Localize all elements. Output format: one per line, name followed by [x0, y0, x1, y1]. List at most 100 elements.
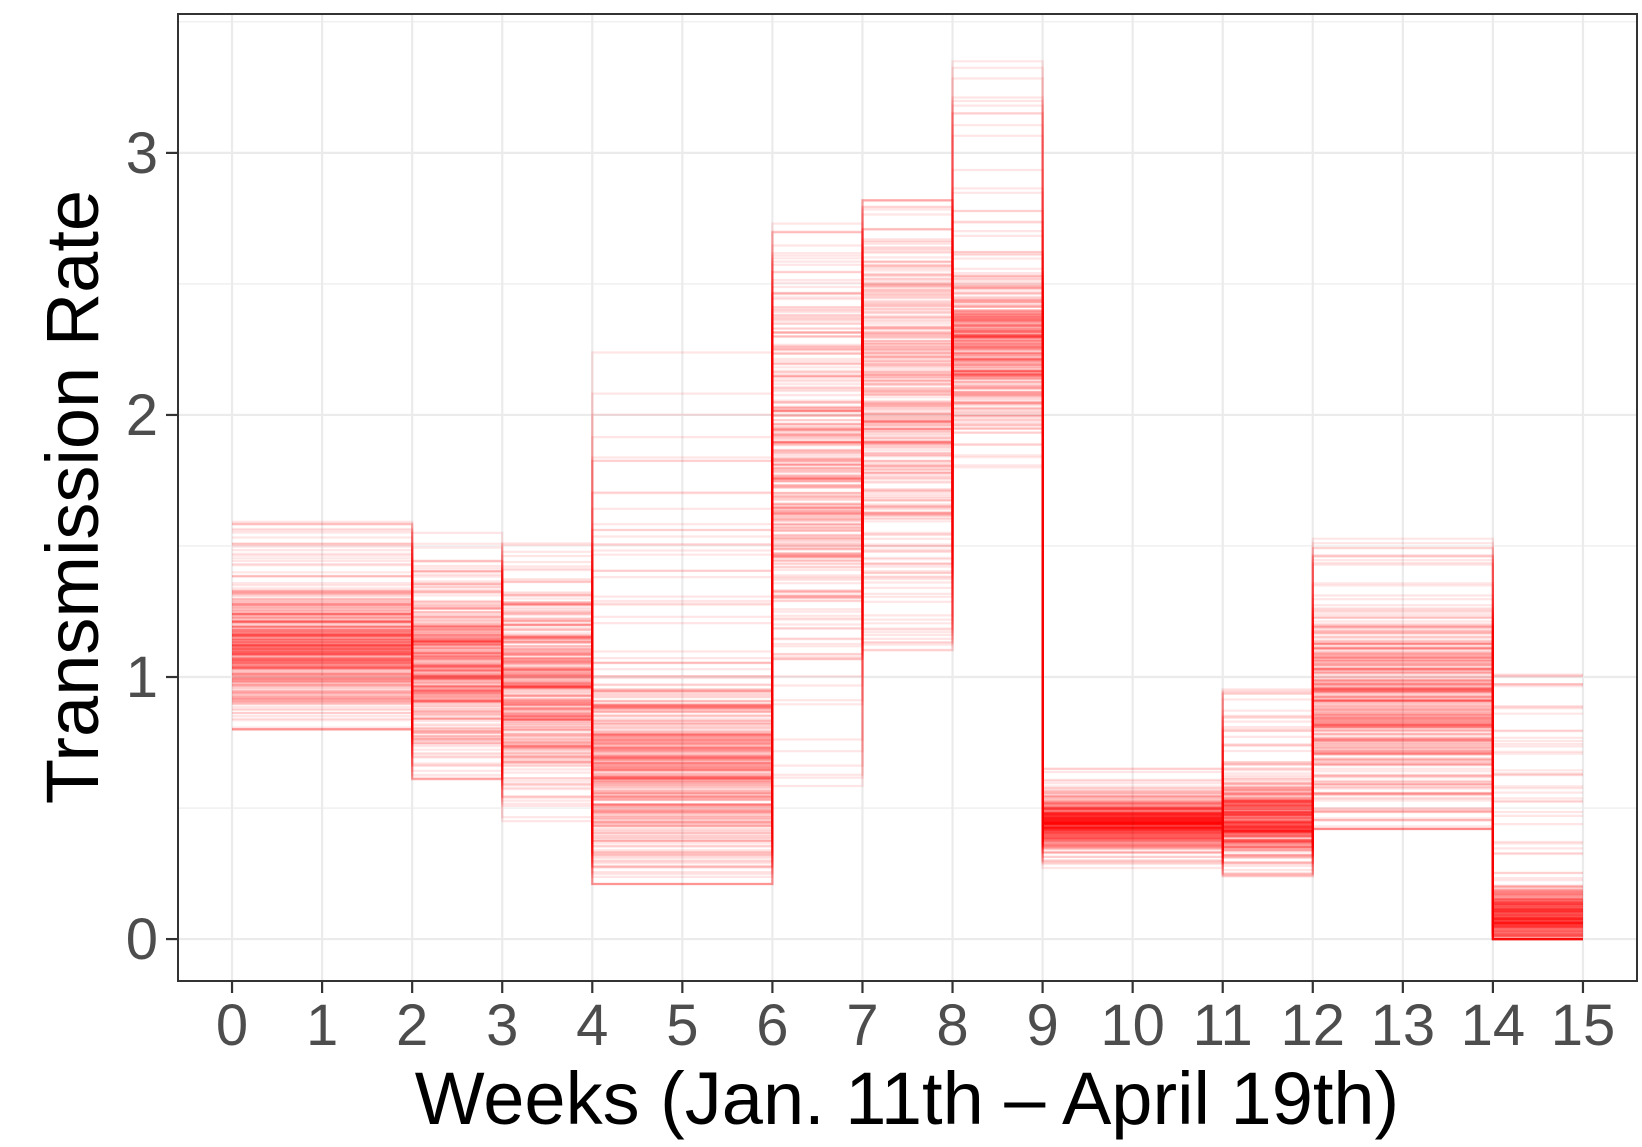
trajectory-line	[232, 415, 1583, 925]
trajectory-line	[232, 340, 1583, 904]
trajectory-line	[232, 319, 1583, 921]
x-tick-label: 5	[666, 993, 698, 1058]
trajectory-line	[232, 239, 1583, 899]
trajectory-line	[232, 345, 1583, 928]
trajectory-line	[232, 351, 1583, 880]
trajectory-line	[232, 230, 1583, 926]
trajectory-line	[232, 324, 1583, 928]
trajectory-line	[232, 387, 1583, 941]
trajectory-line	[232, 311, 1583, 895]
trajectory-line	[232, 393, 1583, 830]
trajectory-line	[232, 331, 1583, 910]
trajectory-line	[232, 267, 1583, 920]
trajectory-line	[232, 402, 1583, 923]
x-tick-label: 11	[1193, 993, 1253, 1058]
grid	[178, 14, 1637, 981]
trajectory-line	[232, 77, 1583, 916]
trajectory-line	[232, 247, 1583, 912]
trajectory-line	[232, 292, 1583, 931]
trajectory-line	[232, 381, 1583, 893]
trajectory-line	[232, 377, 1583, 843]
trajectory-line	[232, 228, 1583, 920]
trajectory-line	[232, 112, 1583, 917]
trajectory-line	[232, 292, 1583, 935]
trajectory-line	[232, 292, 1583, 918]
trajectory-line	[232, 289, 1583, 916]
trajectory-line	[232, 300, 1583, 845]
trajectory-line	[232, 104, 1583, 918]
trajectory-line	[232, 290, 1583, 932]
trajectory-line	[232, 334, 1583, 908]
trajectory-line	[232, 310, 1583, 941]
trajectory-line	[232, 205, 1583, 848]
trajectory-line	[232, 304, 1583, 916]
trajectory-line	[232, 292, 1583, 894]
trajectory-line	[232, 316, 1583, 904]
trajectory-line	[232, 283, 1583, 916]
y-tick-label: 0	[126, 907, 158, 972]
trajectory-line	[232, 410, 1583, 878]
trajectory-line	[232, 377, 1583, 928]
trajectory-line	[232, 347, 1583, 924]
trajectory-line	[232, 220, 1583, 831]
trajectory-line	[232, 355, 1583, 927]
trajectory-line	[232, 277, 1583, 922]
trajectory-line	[232, 407, 1583, 938]
trajectory-line	[232, 297, 1583, 903]
trajectory-line	[232, 374, 1583, 915]
trajectory-line	[232, 309, 1583, 846]
trajectory-line	[232, 287, 1583, 917]
trajectory-line	[232, 240, 1583, 941]
trajectory-line	[232, 324, 1583, 913]
trajectory-line	[232, 331, 1583, 941]
x-tick-label: 2	[396, 993, 428, 1058]
trajectory-line	[232, 393, 1583, 822]
trajectory-line	[232, 261, 1583, 914]
trajectory-line	[232, 355, 1583, 834]
y-axis-title: Transmission Rate	[31, 190, 114, 804]
trajectory-line	[232, 370, 1583, 912]
trajectory-line	[232, 370, 1583, 941]
trajectory-line	[232, 246, 1583, 920]
trajectory-line	[232, 319, 1583, 924]
trajectory-line	[232, 341, 1583, 921]
trajectory-line	[232, 336, 1583, 941]
trajectory-line	[232, 348, 1583, 909]
trajectory-line	[232, 372, 1583, 907]
x-tick-label: 14	[1461, 993, 1526, 1058]
trajectory-line	[232, 291, 1583, 936]
trajectory-line	[232, 363, 1583, 896]
trajectory-line	[232, 280, 1583, 912]
trajectory-line	[232, 274, 1583, 914]
trajectory-line	[232, 362, 1583, 913]
trajectory-line	[232, 96, 1583, 919]
trajectory-line	[232, 264, 1583, 905]
trajectory-line	[232, 345, 1583, 905]
trajectory-line	[232, 395, 1583, 889]
trajectory-line	[232, 305, 1583, 918]
trajectory-line	[232, 222, 1583, 905]
trajectory-line	[232, 306, 1583, 941]
trajectory-line	[232, 296, 1583, 924]
trajectory-line	[232, 302, 1583, 901]
trajectory-line	[232, 283, 1583, 932]
trajectory-line	[232, 313, 1583, 897]
trajectory-line	[232, 305, 1583, 920]
trajectory-line	[232, 407, 1583, 904]
trajectory-line	[232, 274, 1583, 909]
trajectory-line	[232, 251, 1583, 938]
trajectory-line	[232, 234, 1583, 918]
trajectory-line	[232, 309, 1583, 841]
trajectory-line	[232, 324, 1583, 920]
trajectory-line	[232, 124, 1583, 941]
trajectory-line	[232, 244, 1583, 932]
trajectory-line	[232, 391, 1583, 843]
x-tick-label: 9	[1026, 993, 1058, 1058]
x-tick-label: 10	[1100, 993, 1165, 1058]
trajectory-line	[232, 287, 1583, 909]
trajectory-line	[232, 417, 1583, 923]
trajectory-line	[232, 391, 1583, 905]
trajectory-line	[232, 343, 1583, 892]
trajectory-line	[232, 340, 1583, 924]
trajectory-line	[232, 284, 1583, 936]
